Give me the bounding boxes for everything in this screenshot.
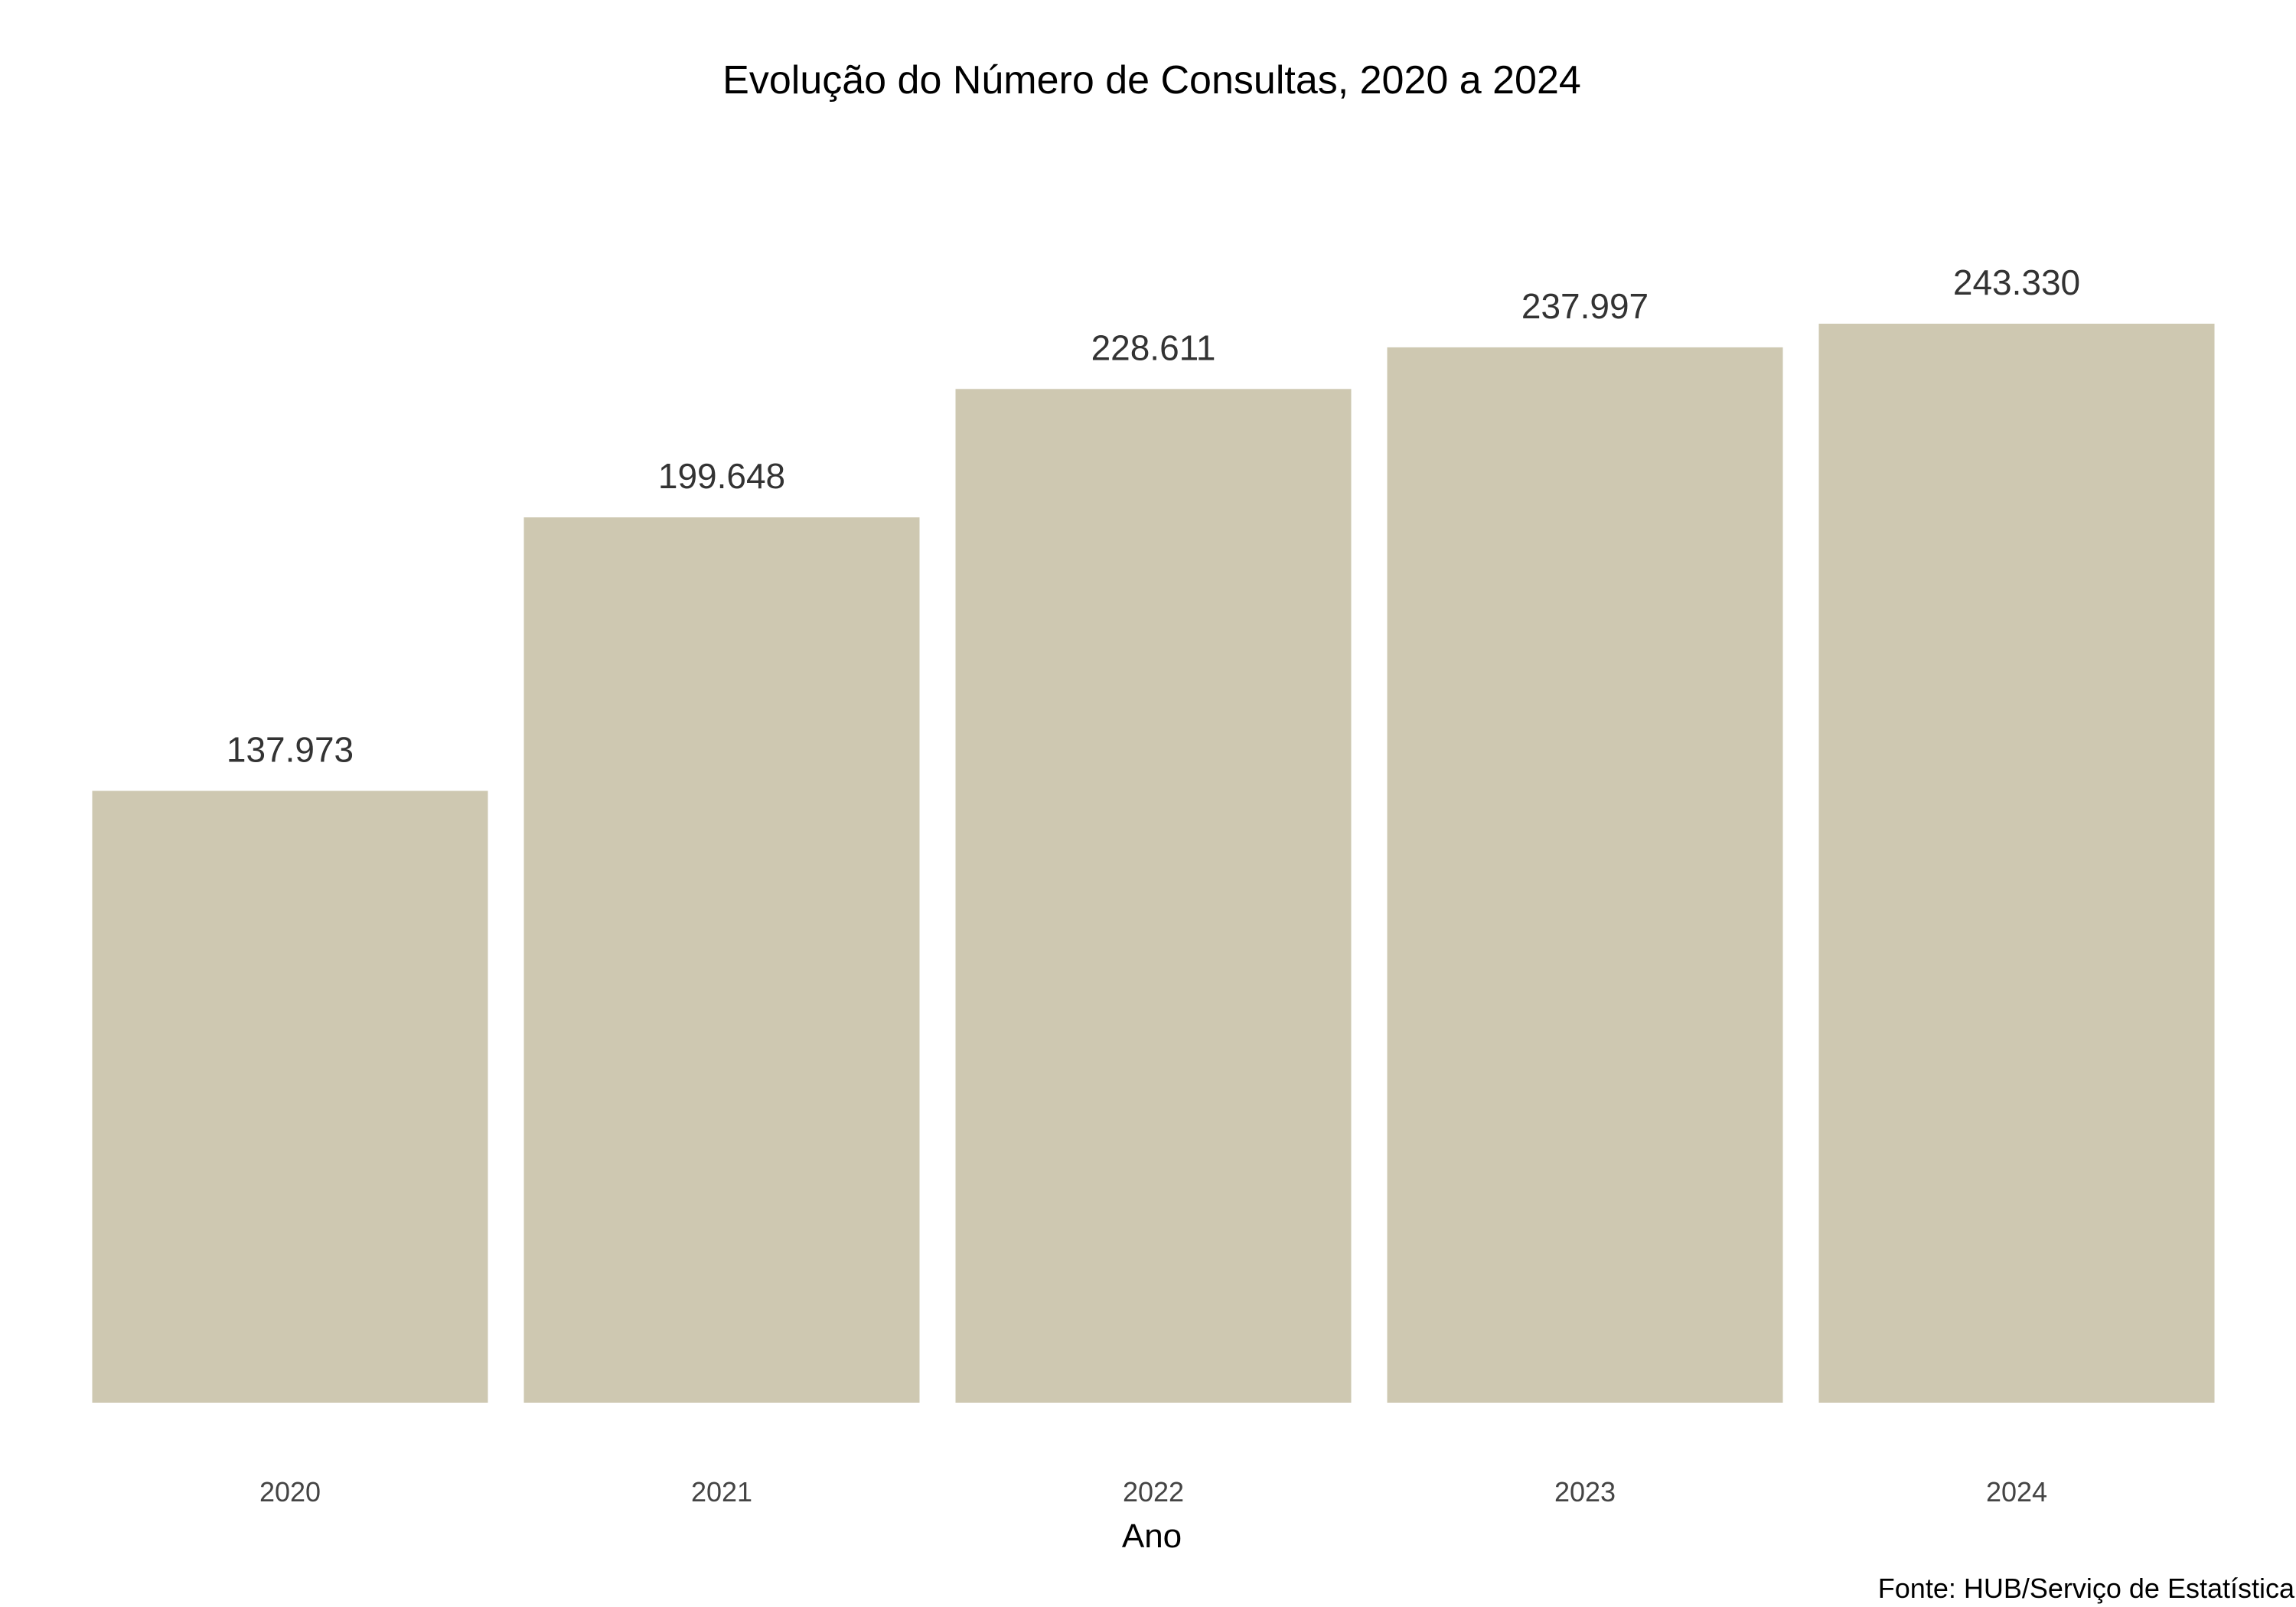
value-label-2021: 199.648 [658,456,785,496]
value-label-2024: 243.330 [1953,262,2080,302]
x-tick-label-2020: 2020 [259,1476,321,1508]
x-axis-ticks: 2020 2021 2022 2023 2024 [259,1476,2047,1508]
bar-2022 [955,389,1352,1403]
bar-2024 [1818,324,2215,1403]
x-tick-label-2022: 2022 [1123,1476,1184,1508]
value-labels-layer: 137.973 199.648 228.611 237.997 243.330 [227,262,2080,770]
x-axis-title: Ano [1122,1517,1182,1555]
bar-2021 [523,517,920,1403]
bars-layer [92,324,2215,1403]
source-caption: Fonte: HUB/Serviço de Estatística [1878,1573,2295,1604]
value-label-2020: 137.973 [227,730,354,770]
bar-2020 [92,790,488,1403]
bar-2023 [1387,347,1783,1403]
x-tick-label-2024: 2024 [1986,1476,2047,1508]
value-label-2023: 237.997 [1521,286,1649,326]
x-tick-label-2023: 2023 [1554,1476,1616,1508]
value-label-2022: 228.611 [1091,328,1216,367]
chart-title: Evolução do Número de Consultas, 2020 a … [722,58,1581,103]
x-tick-label-2021: 2021 [691,1476,752,1508]
